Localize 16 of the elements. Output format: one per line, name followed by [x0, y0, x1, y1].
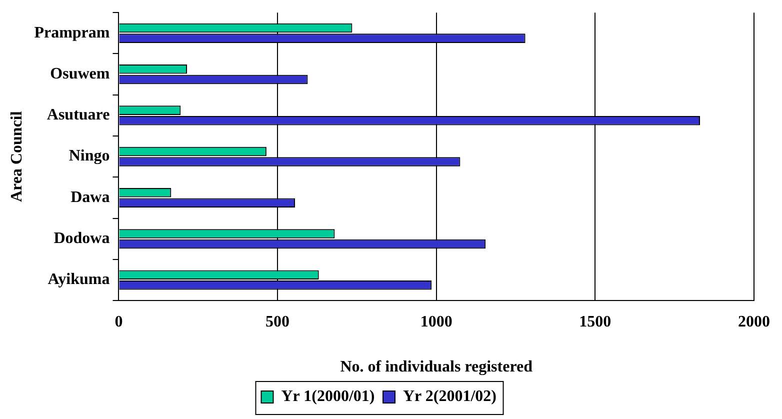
legend-label: Yr 2(2001/02) [403, 388, 496, 406]
x-axis-title: No. of individuals registered [340, 358, 533, 376]
x-tick-label: 2000 [738, 313, 770, 330]
y-tick-label: Asutuare [46, 106, 110, 124]
y-tick-label: Osuwem [50, 65, 110, 82]
x-tick-label: 1500 [579, 313, 612, 330]
y-tick-label: Dawa [70, 188, 110, 206]
x-tick-label: 1000 [420, 313, 452, 330]
y-tick-label: Ayikuma [48, 271, 110, 288]
y-tick-label: Dodowa [54, 230, 110, 248]
legend-label: Yr 1(2000/01) [281, 388, 375, 406]
y-axis-title: Area Council [8, 110, 26, 202]
x-tick-label: 0 [114, 313, 123, 330]
x-tick-label: 500 [266, 313, 290, 330]
y-tick-label: Ningo [68, 148, 110, 165]
y-tick-label: Prampram [34, 24, 110, 42]
